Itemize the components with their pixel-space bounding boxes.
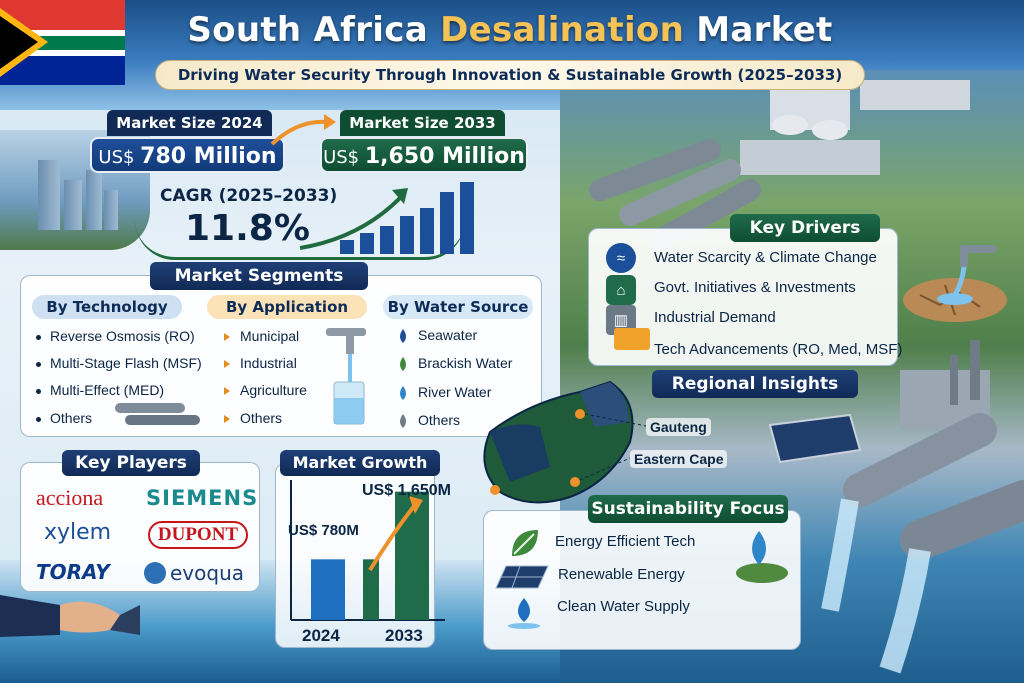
gauteng-marker [575, 409, 585, 419]
water-source-item-4: Others [396, 412, 460, 429]
by-water-source-heading: By Water Source [383, 295, 533, 319]
page-subtitle: Driving Water Security Through Innovatio… [155, 60, 865, 90]
title-end: Market [684, 10, 833, 50]
water-drop-icon [508, 598, 540, 629]
technology-item-4: Others [36, 410, 92, 426]
title-main: South Africa [187, 10, 441, 50]
application-item-2: Industrial [224, 355, 297, 371]
river-drop-icon [400, 386, 406, 401]
bar-2033 [395, 491, 429, 620]
market-growth-title: Market Growth [280, 450, 440, 476]
water-scarcity-icon: ≈ [606, 243, 636, 273]
xylem-logo: xylem [44, 520, 112, 545]
market-segments-title: Market Segments [150, 262, 368, 290]
south-africa-map [483, 380, 647, 504]
regional-insights-title: Regional Insights [652, 370, 858, 398]
region-eastern-cape: Eastern Cape [630, 450, 728, 468]
brackish-drop-icon [400, 357, 406, 372]
application-item-1: Municipal [224, 328, 299, 344]
application-item-3: Agriculture [224, 382, 307, 398]
market-size-2024-label: Market Size 2024 [107, 110, 272, 136]
solar-panel-icon [495, 565, 549, 589]
sustainability-title: Sustainability Focus [588, 495, 788, 523]
south-africa-flag [0, 0, 125, 85]
by-technology-heading: By Technology [32, 295, 182, 319]
eco-drop-icon [736, 531, 788, 583]
other-drop-icon [400, 414, 406, 429]
sustainability-item-1: Energy Efficient Tech [555, 533, 696, 550]
title-accent: Desalination [440, 10, 685, 50]
key-drivers-title: Key Drivers [730, 214, 880, 242]
seawater-drop-icon [400, 329, 406, 344]
siemens-logo: SIEMENS [146, 486, 259, 510]
growth-arrow-icon [270, 114, 336, 146]
bar-2024 [311, 559, 345, 620]
driver-item-2: Govt. Initiatives & Investments [654, 279, 856, 296]
leaf-icon [512, 530, 538, 556]
market-growth-chart [290, 480, 445, 621]
application-item-4: Others [224, 410, 282, 426]
truck-icon [614, 328, 650, 350]
driver-item-4: Tech Advancements (RO, Med, MSF) [654, 341, 903, 358]
acciona-logo: acciona [36, 485, 104, 510]
growth-2033-tick: 2033 [385, 626, 423, 645]
eastern-cape-marker [570, 477, 580, 487]
faucet-glass-icon [326, 328, 366, 425]
water-source-item-2: Brackish Water [396, 355, 512, 372]
growth-2033-data-label: US$ 1,650M [362, 482, 451, 499]
driver-item-1: Water Scarcity & Climate Change [654, 249, 877, 266]
toray-logo: TORAY [36, 560, 110, 584]
sustainability-item-3: Clean Water Supply [557, 598, 690, 615]
evoqua-logo: evoqua [170, 561, 245, 585]
government-building-icon: ⌂ [606, 275, 636, 305]
technology-item-1: Reverse Osmosis (RO) [36, 328, 195, 344]
market-size-2024-value: US$ 780 Million [90, 137, 285, 173]
market-size-2033-value: US$ 1,650 Million [320, 137, 528, 173]
by-application-heading: By Application [207, 295, 367, 319]
cracked-earth-tap-icon [903, 245, 1007, 322]
western-cape-marker [490, 485, 500, 495]
pipes-icon [115, 403, 200, 425]
cagr-card [135, 178, 465, 260]
key-players-title: Key Players [62, 450, 200, 476]
cagr-value: 11.8% [185, 208, 310, 249]
growth-2024-tick: 2024 [302, 626, 340, 645]
technology-item-3: Multi-Effect (MED) [36, 382, 164, 398]
evoqua-icon [144, 562, 166, 584]
region-gauteng: Gauteng [646, 418, 711, 436]
plant-illustration [589, 0, 1024, 674]
bar-2033-shadow [363, 559, 379, 620]
water-source-item-1: Seawater [396, 327, 477, 344]
growth-2024-data-label: US$ 780M [288, 522, 359, 539]
sustainability-item-2: Renewable Energy [558, 566, 685, 583]
dupont-logo: DUPONT [148, 521, 248, 549]
cagr-label: CAGR (2025–2033) [160, 186, 338, 206]
driver-item-3: Industrial Demand [654, 309, 776, 326]
city-skyline [0, 130, 150, 250]
page-title: South Africa Desalination Market [160, 10, 860, 50]
market-size-2033-label: Market Size 2033 [340, 110, 505, 136]
technology-item-2: Multi-Stage Flash (MSF) [36, 355, 202, 371]
cagr-bar-graphic [300, 182, 474, 254]
handshake-icon [0, 595, 140, 637]
water-source-item-3: River Water [396, 384, 491, 401]
